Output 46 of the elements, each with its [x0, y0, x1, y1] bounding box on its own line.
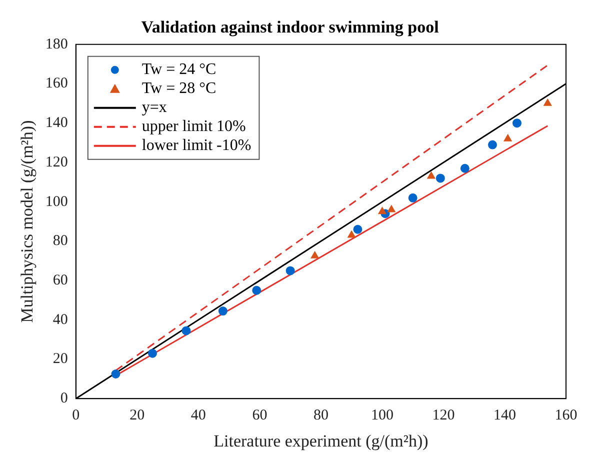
legend-label: Tw = 28 °C: [142, 80, 216, 98]
y-tick-label: 20: [52, 351, 68, 368]
point: [387, 205, 396, 212]
legend-label: Tw = 24 °C: [142, 61, 216, 78]
legend-label: y=x: [142, 99, 167, 116]
y-tick-label: 60: [52, 272, 68, 288]
x-tick-label: 140: [493, 408, 516, 424]
y-tick-label: 120: [45, 154, 68, 170]
y-tick-label: 140: [45, 115, 68, 132]
point: [544, 98, 552, 106]
x-tick-label: 40: [190, 408, 206, 424]
chart-title: Validation against indoor swimming pool: [141, 18, 440, 37]
point: [427, 172, 436, 179]
point: [218, 306, 228, 316]
point: [488, 140, 497, 150]
point: [353, 224, 362, 234]
point: [182, 326, 191, 336]
x-tick-label: 60: [252, 408, 268, 424]
legend-label: upper limit 10%: [142, 118, 246, 136]
y-axis-title: Multiphysics model (g/(m²h)): [18, 120, 37, 323]
x-tick-label: 160: [554, 408, 578, 424]
point: [348, 230, 356, 238]
y-tick-label: 180: [45, 36, 68, 52]
y-tick-label: 160: [45, 76, 68, 92]
x-tick-label: 20: [130, 408, 145, 424]
y-tick-label: 100: [45, 194, 68, 210]
point: [512, 118, 522, 128]
y-tick-label: 80: [52, 233, 68, 250]
point: [148, 348, 157, 358]
y-tick-label: 0: [60, 390, 68, 407]
point: [378, 207, 386, 214]
point: [310, 251, 319, 258]
point: [111, 370, 120, 379]
point: [460, 164, 470, 173]
x-tick-label: 120: [432, 408, 455, 424]
point: [252, 286, 262, 295]
point: [286, 266, 295, 276]
point: [504, 134, 512, 142]
x-tick-label: 100: [370, 408, 394, 424]
point: [408, 193, 418, 202]
x-tick-label: 0: [72, 408, 80, 424]
y-tick-label: 40: [52, 312, 68, 328]
x-axis-title: Literature experiment (g/(m²h)): [214, 431, 428, 450]
legend-label: lower limit -10%: [142, 137, 252, 154]
point: [436, 174, 445, 183]
x-tick-label: 80: [313, 408, 328, 424]
